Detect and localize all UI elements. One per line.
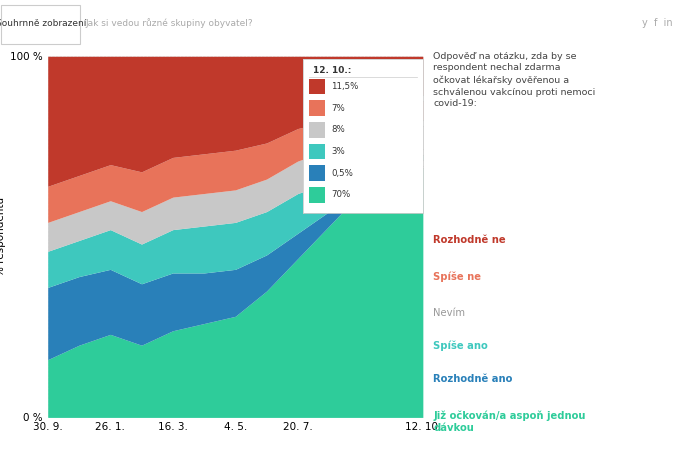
Bar bbox=[310, 79, 325, 94]
Text: Spíše ne: Spíše ne bbox=[433, 271, 481, 281]
Bar bbox=[310, 187, 325, 203]
Bar bbox=[310, 122, 325, 137]
Text: Nevím: Nevím bbox=[433, 308, 465, 318]
Text: 3%: 3% bbox=[331, 147, 344, 156]
Text: Souhrnně zobrazení: Souhrnně zobrazení bbox=[0, 19, 86, 28]
Text: 12. 10.:: 12. 10.: bbox=[313, 67, 351, 76]
Text: 0,5%: 0,5% bbox=[331, 169, 353, 178]
Text: y  f  in: y f in bbox=[642, 18, 672, 29]
Text: 7%: 7% bbox=[331, 104, 344, 113]
Y-axis label: % respondentů: % respondentů bbox=[0, 197, 6, 276]
Text: 70%: 70% bbox=[331, 190, 350, 199]
Text: Spíše ano: Spíše ano bbox=[433, 340, 488, 351]
FancyBboxPatch shape bbox=[1, 5, 80, 44]
Bar bbox=[310, 144, 325, 159]
Text: Již očkován/a aspoň jednou
dávkou: Již očkován/a aspoň jednou dávkou bbox=[433, 410, 586, 433]
Bar bbox=[310, 166, 325, 181]
Text: Jak si vedou různé skupiny obyvatel?: Jak si vedou různé skupiny obyvatel? bbox=[86, 18, 254, 29]
Text: 8%: 8% bbox=[331, 125, 344, 134]
Bar bbox=[310, 100, 325, 116]
Text: Rozhodně ano: Rozhodně ano bbox=[433, 373, 512, 384]
Text: 11,5%: 11,5% bbox=[331, 82, 358, 91]
Text: Rozhodně ne: Rozhodně ne bbox=[433, 234, 505, 244]
Text: Odpověď na otázku, zda by se
respondent nechal zdarma
očkovat lékařsky ověřenou : Odpověď na otázku, zda by se respondent … bbox=[433, 52, 595, 108]
